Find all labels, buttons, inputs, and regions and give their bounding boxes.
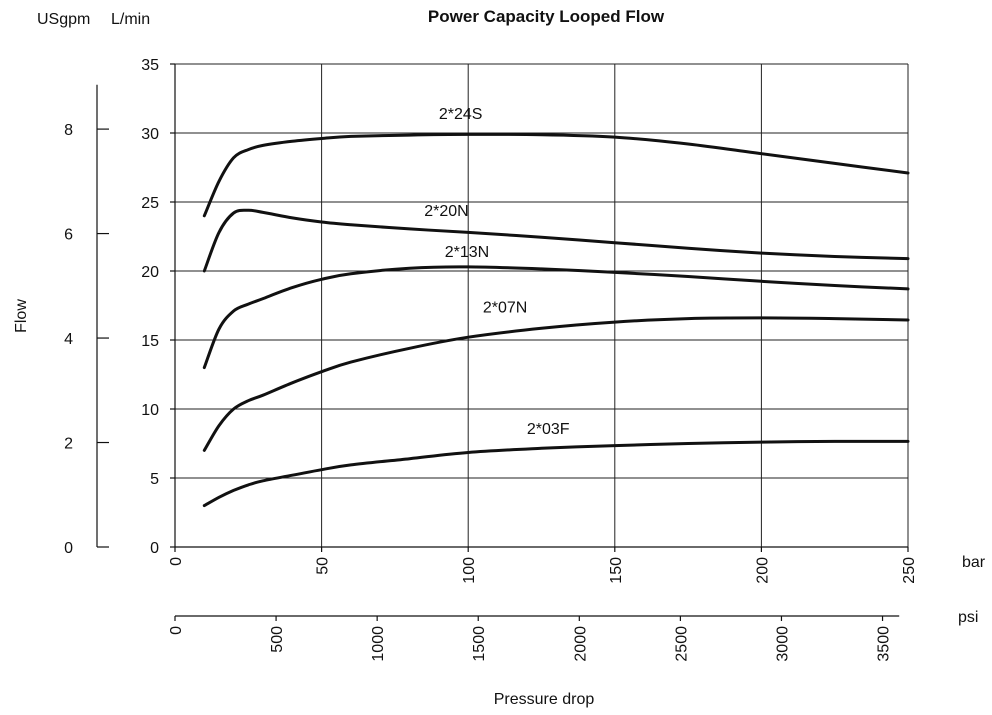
series-curves	[202, 132, 910, 508]
x-tick-label-bar: 50	[315, 557, 332, 575]
chart-title: Power Capacity Looped Flow	[428, 7, 665, 26]
y-tick-label-usgpm: 6	[64, 227, 73, 244]
series-label-2-13n: 2*13N	[445, 244, 489, 261]
axes	[96, 63, 909, 621]
y-tick-label-lmin: 10	[141, 402, 159, 419]
x-tick-label-bar: 0	[168, 557, 185, 566]
x-tick-label-psi: 3500	[876, 626, 893, 662]
series-curve-2-24s	[202, 132, 910, 218]
x-unit-primary-label: bar	[962, 554, 986, 571]
x-unit-secondary-label: psi	[958, 609, 978, 626]
y-tick-label-usgpm: 2	[64, 436, 73, 453]
y-tick-label-lmin: 5	[150, 471, 159, 488]
y-tick-label-usgpm: 8	[64, 122, 73, 139]
x-tick-label-psi: 1500	[471, 626, 488, 662]
x-tick-label-bar: 100	[461, 557, 478, 584]
series-label-2-24s: 2*24S	[439, 106, 483, 123]
x-tick-label-psi: 0	[168, 626, 185, 635]
x-tick-label-bar: 150	[608, 557, 625, 584]
series-label-2-07n: 2*07N	[483, 299, 527, 316]
series-labels: 2*24S 2*20N 2*13N 2*07N 2*03F	[424, 106, 570, 438]
y-unit-left-label: USgpm	[37, 11, 90, 28]
y-tick-label-lmin: 0	[150, 540, 159, 557]
series-curve-2-07n	[202, 316, 910, 452]
series-curve-2-13n	[202, 265, 910, 370]
series-label-2-03f: 2*03F	[527, 421, 570, 438]
grid-lines	[175, 63, 909, 547]
y-unit-right-label: L/min	[111, 11, 150, 28]
y-tick-label-lmin: 20	[141, 264, 159, 281]
y-tick-label-lmin: 35	[141, 57, 159, 74]
x-tick-label-psi: 1000	[370, 626, 387, 662]
y-tick-label-lmin: 30	[141, 126, 159, 143]
x-tick-label-psi: 3000	[774, 626, 791, 662]
y-tick-label-lmin: 25	[141, 195, 159, 212]
y-tick-label-usgpm: 0	[64, 540, 73, 557]
x-tick-label-psi: 2500	[673, 626, 690, 662]
y-tick-label-usgpm: 4	[64, 331, 73, 348]
series-curve-2-03f	[202, 439, 910, 508]
x-axis-label: Pressure drop	[494, 691, 595, 708]
x-tick-label-psi: 500	[269, 626, 286, 653]
x-tick-label-bar: 250	[901, 557, 918, 584]
series-label-2-20n: 2*20N	[424, 203, 468, 220]
x-tick-label-psi: 2000	[572, 626, 589, 662]
y-tick-label-lmin: 15	[141, 333, 159, 350]
series-curve-2-20n	[202, 208, 910, 273]
y-axis-label: Flow	[13, 299, 30, 333]
x-tick-label-bar: 200	[754, 557, 771, 584]
